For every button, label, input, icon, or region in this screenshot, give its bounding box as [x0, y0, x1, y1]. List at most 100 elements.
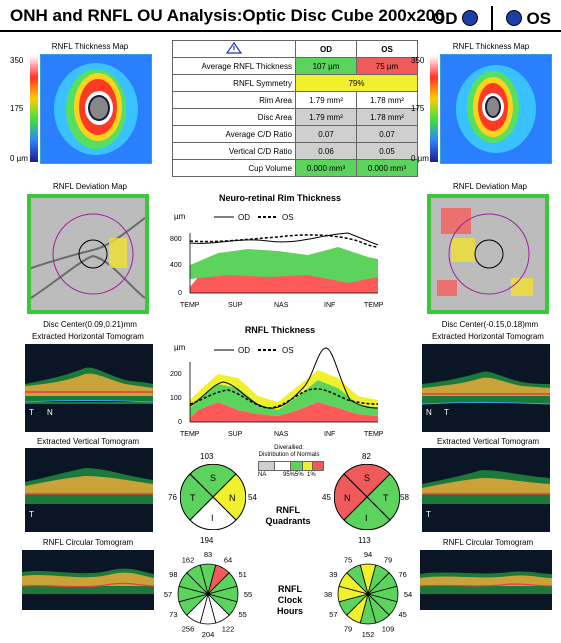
od-label: OD [432, 9, 458, 28]
od-clock-value: 122 [222, 625, 235, 634]
vert-cd-os: 0.05 [356, 142, 418, 160]
vert-cd-od: 0.06 [295, 142, 357, 160]
rnfl-legend-od: OD [238, 346, 250, 355]
legend-95: 95% [283, 472, 296, 478]
od-quad-bottom: 194 [200, 536, 214, 545]
row-label: Vertical C/D Ratio [172, 142, 296, 160]
od-quadrants-chart[interactable]: S T N I [179, 463, 247, 535]
os-horizontal-tomogram[interactable]: N T [422, 344, 550, 432]
rim-chart-title: Neuro-retinal Rim Thickness [218, 193, 342, 203]
row-label: RNFL Symmetry [172, 74, 296, 92]
os-quad-top: 82 [362, 452, 371, 461]
header-bar [0, 0, 561, 32]
os-clock-value: 76 [398, 570, 406, 579]
os-dot-icon [505, 10, 522, 26]
od-clock-value: 162 [182, 555, 195, 564]
normals-legend [258, 461, 324, 473]
rnfl-legend-os: OS [282, 346, 294, 355]
os-clock-value: 57 [329, 610, 337, 619]
od-deviation-map-title: RNFL Deviation Map [53, 182, 127, 191]
os-scale-bottom: 0 µm [411, 154, 429, 163]
os-thickness-map[interactable] [440, 54, 552, 164]
od-quad-top: 103 [200, 452, 214, 461]
os-clock-value: 79 [384, 555, 392, 564]
os-color-scale [430, 56, 438, 162]
od-circular-tomogram-image [22, 550, 154, 610]
rnfl-xtick: INF [324, 431, 335, 438]
os-quadrants-chart[interactable]: S N T I [333, 463, 401, 535]
rim-chart: µm OD OS 800 400 0 TEMP SUP NAS INF TEMP [168, 205, 388, 317]
os-clock-hours[interactable]: 94 79 76 54 45 109 152 79 57 38 39 75 [322, 548, 414, 639]
od-quad-t: T [190, 493, 196, 503]
rim-legend-os: OS [282, 213, 294, 222]
eye-legend: OD OS [432, 6, 551, 30]
rnfl-ytick: 0 [178, 419, 182, 426]
os-quad-s: S [364, 473, 370, 483]
os-clock-value: 94 [364, 550, 372, 559]
os-circular-tomogram-image [420, 550, 552, 610]
rnfl-xtick: SUP [228, 431, 243, 438]
rnfl-ytick: 200 [170, 371, 182, 378]
os-quadrants-svg: S N T I [333, 463, 401, 531]
od-horiz-t: T [29, 408, 34, 417]
od-vertical-tomogram[interactable]: T [25, 448, 153, 532]
disc-area-os: 1.78 mm² [356, 108, 418, 126]
os-vertical-tomogram-title: Extracted Vertical Tomogram [436, 437, 540, 446]
od-thickness-map-title: RNFL Thickness Map [51, 42, 129, 51]
os-vertical-tomogram[interactable]: T [422, 448, 550, 532]
os-scale-mid: 175 [411, 104, 425, 113]
rim-unit: µm [174, 212, 186, 221]
os-circular-tomogram[interactable] [420, 550, 552, 610]
os-quad-n: N [344, 493, 351, 503]
od-clock-value: 51 [238, 570, 246, 579]
od-scale-mid: 175 [10, 104, 24, 113]
rim-ytick: 400 [170, 262, 182, 269]
od-clock-value: 98 [169, 570, 177, 579]
od-clock-value: 204 [202, 630, 215, 638]
od-scale-bottom: 0 µm [10, 154, 28, 163]
os-thickness-map-image [441, 55, 551, 163]
od-horiz-n: N [47, 408, 53, 417]
disc-area-od: 1.79 mm² [295, 108, 357, 126]
od-vertical-tomogram-title: Extracted Vertical Tomogram [36, 437, 140, 446]
od-horizontal-tomogram[interactable]: T N [25, 344, 153, 432]
col-os-header: OS [356, 40, 418, 58]
avg-rnfl-od: 107 µm [295, 57, 357, 75]
divider [490, 6, 493, 30]
od-clock-value: 83 [204, 550, 212, 559]
rnfl-xtick: TEMP [364, 431, 384, 438]
os-clock-value: 38 [324, 590, 332, 599]
rim-area-os: 1.78 mm² [356, 91, 418, 109]
od-horizontal-tomogram-image [25, 344, 153, 432]
od-thickness-map[interactable] [40, 54, 152, 164]
od-circular-tomogram-title: RNFL Circular Tomogram [42, 538, 134, 547]
avg-cd-os: 0.07 [356, 125, 418, 143]
row-label: Rim Area [172, 91, 296, 109]
od-clock-value: 73 [169, 610, 177, 619]
os-deviation-map[interactable] [427, 194, 549, 314]
od-deviation-map[interactable] [27, 194, 149, 314]
os-quad-i: I [365, 513, 368, 523]
avg-cd-od: 0.07 [295, 125, 357, 143]
rim-xtick: SUP [228, 302, 243, 309]
od-fundus-image [31, 198, 145, 310]
od-horizontal-tomogram-title: Extracted Horizontal Tomogram [32, 332, 144, 341]
os-vert-t: T [426, 510, 431, 519]
os-scale-top: 350 [411, 56, 425, 65]
quadrants-label-1: RNFL [276, 505, 300, 515]
os-thickness-map-title: RNFL Thickness Map [452, 42, 530, 51]
od-clock-hours[interactable]: 83 64 51 55 55 122 204 256 73 57 98 162 [162, 548, 254, 639]
rim-legend-od: OD [238, 213, 250, 222]
rim-xtick: TEMP [364, 302, 384, 309]
col-od-header: OD [295, 40, 357, 58]
od-quadrants-svg: S T N I [179, 463, 247, 531]
os-horizontal-tomogram-title: Extracted Horizontal Tomogram [432, 332, 544, 341]
od-circular-tomogram[interactable] [22, 550, 154, 610]
rnfl-unit: µm [174, 343, 186, 352]
os-clock-value: 45 [398, 610, 406, 619]
legend-red-swatch [312, 461, 324, 471]
od-disc-center: Disc Center(0.09,0.21)mm [43, 320, 137, 329]
legend-5: 5% [295, 472, 304, 478]
clock-label-1: RNFL [278, 584, 302, 594]
